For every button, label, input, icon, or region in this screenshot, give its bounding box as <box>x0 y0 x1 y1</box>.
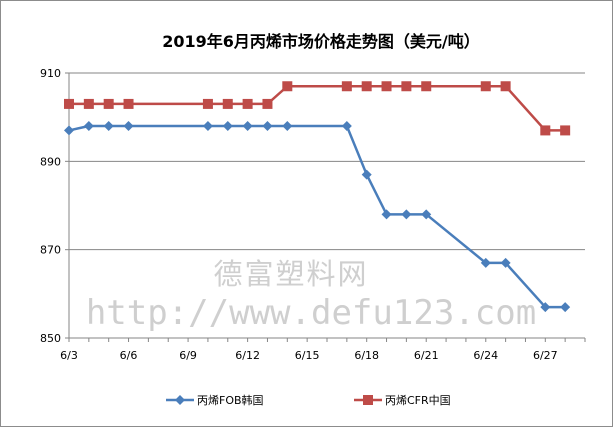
x-tick-labels: 6/3 6/6 6/9 6/12 6/15 6/18 6/21 6/24 6/27 <box>60 338 586 362</box>
series-line <box>69 85 566 132</box>
diamond-marker <box>103 121 114 131</box>
square-marker <box>242 98 253 109</box>
square-marker <box>341 81 352 92</box>
diamond-marker <box>282 121 293 131</box>
diamond-marker <box>500 257 511 268</box>
square-marker <box>361 81 372 92</box>
diamond-marker <box>262 121 273 131</box>
diamond-marker <box>222 121 233 131</box>
watermark-site-name: 德富塑料网 <box>213 257 368 291</box>
square-marker <box>83 98 94 109</box>
diamond-marker <box>421 209 432 220</box>
x-tick-label: 6/18 <box>354 349 379 362</box>
diamond-marker <box>480 257 491 268</box>
diamond-marker <box>202 121 213 131</box>
diamond-marker <box>540 302 551 313</box>
diamond-marker <box>64 125 74 136</box>
square-marker <box>222 98 233 109</box>
square-marker <box>500 81 511 92</box>
square-marker <box>480 81 491 92</box>
diamond-marker <box>361 169 372 180</box>
diamond-marker <box>242 121 253 131</box>
x-tick-label: 6/3 <box>60 349 78 362</box>
square-marker <box>540 125 551 136</box>
y-tick-label: 890 <box>40 155 61 168</box>
x-tick-label: 6/21 <box>414 349 439 362</box>
chart-title: 2019年6月丙烯市场价格走势图（美元/吨） <box>162 32 480 51</box>
diamond-marker <box>401 209 412 220</box>
y-tick-label: 910 <box>40 67 61 80</box>
square-marker <box>363 395 373 405</box>
legend-entry-1: 丙烯FOB韩国 <box>166 393 264 407</box>
square-marker <box>421 81 432 92</box>
square-marker <box>262 98 273 109</box>
square-marker <box>202 98 213 109</box>
series-layer <box>64 81 571 313</box>
square-marker <box>123 98 134 109</box>
legend-label: 丙烯FOB韩国 <box>197 393 264 407</box>
series-1 <box>64 121 571 313</box>
square-marker <box>103 98 114 109</box>
x-tick-label: 6/27 <box>533 349 558 362</box>
x-tick-label: 6/6 <box>120 349 138 362</box>
y-tick-labels: 850 870 890 910 <box>40 67 61 345</box>
square-marker <box>381 81 392 92</box>
x-tick-label: 6/24 <box>473 349 498 362</box>
x-tick-label: 6/9 <box>179 349 197 362</box>
square-marker <box>282 81 293 92</box>
square-marker <box>560 125 571 136</box>
x-tick-label: 6/15 <box>295 349 320 362</box>
diamond-marker <box>560 302 571 313</box>
square-marker <box>64 98 74 109</box>
y-tick-label: 870 <box>40 244 61 257</box>
diamond-marker <box>341 121 352 131</box>
series-2 <box>64 81 571 136</box>
watermark: 德富塑料网 http://www.defu123.com <box>86 257 536 333</box>
legend-entry-2: 丙烯CFR中国 <box>354 394 451 407</box>
legend: 丙烯FOB韩国 丙烯CFR中国 <box>166 393 451 407</box>
diamond-marker <box>83 121 94 131</box>
square-marker <box>401 81 412 92</box>
watermark-url: http://www.defu123.com <box>86 293 536 333</box>
diamond-marker <box>123 121 134 131</box>
x-tick-label: 6/12 <box>235 349 260 362</box>
legend-label: 丙烯CFR中国 <box>385 394 451 407</box>
diamond-marker <box>381 209 392 220</box>
diamond-marker <box>175 395 185 405</box>
y-tick-label: 850 <box>40 332 61 345</box>
